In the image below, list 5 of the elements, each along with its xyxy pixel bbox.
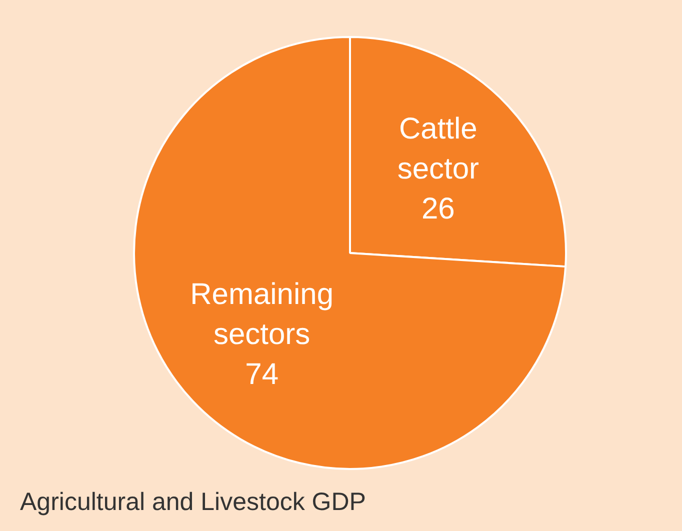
slice-label: Remaining sectors	[190, 278, 334, 352]
data-label: 74	[245, 358, 279, 392]
text: Agricultural and Livestock GDP	[20, 488, 366, 517]
slice-label: Cattle sector	[397, 112, 480, 186]
data-label: 26	[421, 192, 455, 226]
